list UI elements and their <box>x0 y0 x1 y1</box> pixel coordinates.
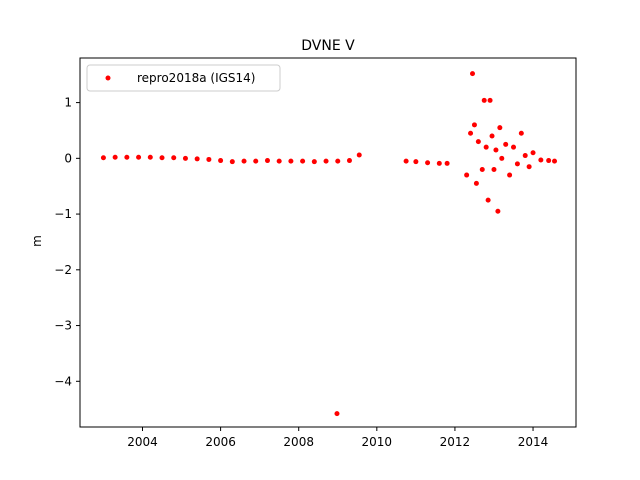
data-point <box>136 154 142 160</box>
data-point <box>546 158 552 164</box>
data-point <box>538 157 544 163</box>
x-tick-label: 2012 <box>440 435 471 449</box>
plot-frame <box>79 57 577 428</box>
x-tick-label: 2014 <box>518 435 549 449</box>
x-axis: 2004 2006 2008 2010 2012 2014 <box>127 427 548 449</box>
data-point <box>311 159 317 165</box>
legend-marker <box>105 75 111 81</box>
data-point <box>522 153 528 159</box>
data-point <box>503 141 509 147</box>
data-points <box>100 71 558 417</box>
data-point <box>334 411 340 417</box>
data-point <box>526 164 532 170</box>
data-point <box>481 97 487 103</box>
x-tick-label: 2004 <box>127 435 158 449</box>
y-tick-label: 1 <box>64 96 72 110</box>
data-point <box>552 158 558 164</box>
data-point <box>479 166 485 172</box>
data-point <box>100 155 106 161</box>
data-point <box>194 156 200 162</box>
data-point <box>530 150 536 156</box>
data-point <box>403 158 409 164</box>
data-point <box>444 160 450 166</box>
data-point <box>159 155 165 161</box>
legend-label: repro2018a (IGS14) <box>137 71 255 85</box>
data-point <box>485 197 491 203</box>
data-point <box>471 122 477 128</box>
data-point <box>300 158 306 164</box>
data-point <box>489 133 495 139</box>
y-axis: 1 0 −1 −2 −3 −4 <box>54 96 80 388</box>
data-point <box>475 139 481 145</box>
data-point <box>241 158 247 164</box>
x-tick-label: 2010 <box>362 435 393 449</box>
data-point <box>147 154 153 160</box>
data-point <box>171 155 177 161</box>
data-point <box>206 156 212 162</box>
data-point <box>499 155 505 161</box>
data-point <box>264 158 270 164</box>
data-point <box>253 158 259 164</box>
data-point <box>468 130 474 136</box>
y-tick-label: 0 <box>64 151 72 165</box>
data-point <box>483 144 489 150</box>
legend-box <box>86 64 281 92</box>
data-point <box>112 154 118 160</box>
data-point <box>218 158 224 164</box>
legend: repro2018a (IGS14) <box>86 64 281 92</box>
data-point <box>323 158 329 164</box>
y-tick-label: −1 <box>54 207 72 221</box>
data-point <box>413 159 419 165</box>
data-point <box>182 155 188 161</box>
data-point <box>507 172 513 178</box>
x-tick-label: 2008 <box>283 435 314 449</box>
data-point <box>276 158 282 164</box>
data-point <box>335 158 341 164</box>
data-point <box>425 160 431 166</box>
data-point <box>473 180 479 186</box>
data-point <box>288 158 294 164</box>
data-point <box>487 97 493 103</box>
data-point <box>514 161 520 167</box>
data-point <box>495 208 501 214</box>
y-axis-label: m <box>30 235 44 247</box>
data-point <box>124 154 130 160</box>
data-point <box>464 172 470 178</box>
data-point <box>470 71 476 77</box>
data-point <box>497 125 503 131</box>
data-point <box>356 152 362 158</box>
data-point <box>491 166 497 172</box>
data-point <box>518 130 524 136</box>
data-point <box>229 159 235 165</box>
y-tick-label: −4 <box>54 374 72 388</box>
data-point <box>436 160 442 166</box>
y-tick-label: −3 <box>54 319 72 333</box>
x-tick-label: 2006 <box>205 435 236 449</box>
data-point <box>511 144 517 150</box>
y-tick-label: −2 <box>54 263 72 277</box>
chart-title: DVNE V <box>301 38 355 54</box>
data-point <box>493 147 499 153</box>
data-point <box>346 158 352 164</box>
